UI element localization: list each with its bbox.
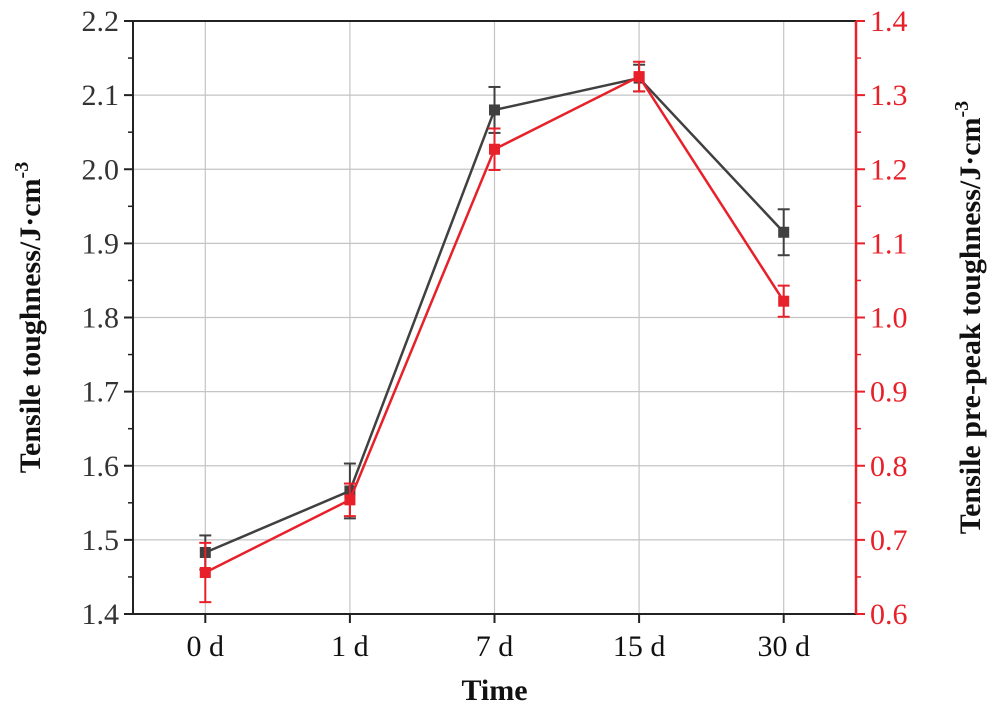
x-axis-title: Time — [461, 674, 527, 707]
right-tick-label: 0.6 — [870, 598, 908, 631]
left-tick-label: 1.4 — [82, 598, 120, 631]
right-y-axis-title-superscript: -3 — [951, 101, 973, 118]
x-tick-label: 15 d — [613, 630, 666, 663]
left-tick-label: 2.2 — [82, 5, 120, 38]
series-2-point — [778, 295, 790, 307]
x-tick-label: 1 d — [331, 630, 369, 663]
left-y-axis-title: Tensile toughness/J·cm-3 — [11, 162, 47, 473]
series-2-point — [199, 566, 211, 578]
x-tick-label: 7 d — [476, 630, 514, 663]
left-tick-label: 1.6 — [82, 450, 120, 483]
left-y-axis-title-superscript: -3 — [11, 162, 33, 179]
right-tick-label: 1.3 — [870, 79, 908, 112]
right-tick-label: 1.0 — [870, 302, 908, 335]
series-1-point — [778, 226, 790, 238]
left-tick-label: 2.0 — [82, 153, 120, 186]
x-tick-label: 0 d — [187, 630, 225, 663]
series-1-point — [489, 104, 500, 116]
left-tick-label: 1.5 — [82, 524, 120, 557]
left-tick-label: 2.1 — [82, 79, 120, 112]
left-tick-label: 1.7 — [82, 376, 120, 409]
right-axis: 0.6 0.7 0.8 0.9 1.0 1.1 1.2 1.3 1.4 — [854, 5, 908, 631]
plot-area — [199, 60, 790, 604]
x-axis: 0 d 1 d 7 d 15 d 30 d — [187, 614, 810, 663]
left-tick-label: 1.8 — [82, 302, 120, 335]
left-tick-label: 1.9 — [82, 227, 120, 260]
series-2-point — [633, 71, 645, 83]
right-y-axis-title: Tensile pre-peak toughness/J·cm-3 — [951, 101, 987, 534]
right-tick-label: 1.4 — [870, 5, 908, 38]
series-2-point — [489, 143, 500, 155]
series-2-point — [344, 494, 356, 506]
right-tick-label: 1.1 — [870, 227, 908, 260]
right-tick-label: 1.2 — [870, 153, 908, 186]
x-tick-label: 30 d — [757, 630, 810, 663]
right-tick-label: 0.7 — [870, 524, 908, 557]
right-tick-label: 0.9 — [870, 376, 908, 409]
left-axis: 1.4 1.5 1.6 1.7 1.8 1.9 2.0 2.1 2.2 — [82, 5, 133, 631]
right-tick-label: 0.8 — [870, 450, 908, 483]
